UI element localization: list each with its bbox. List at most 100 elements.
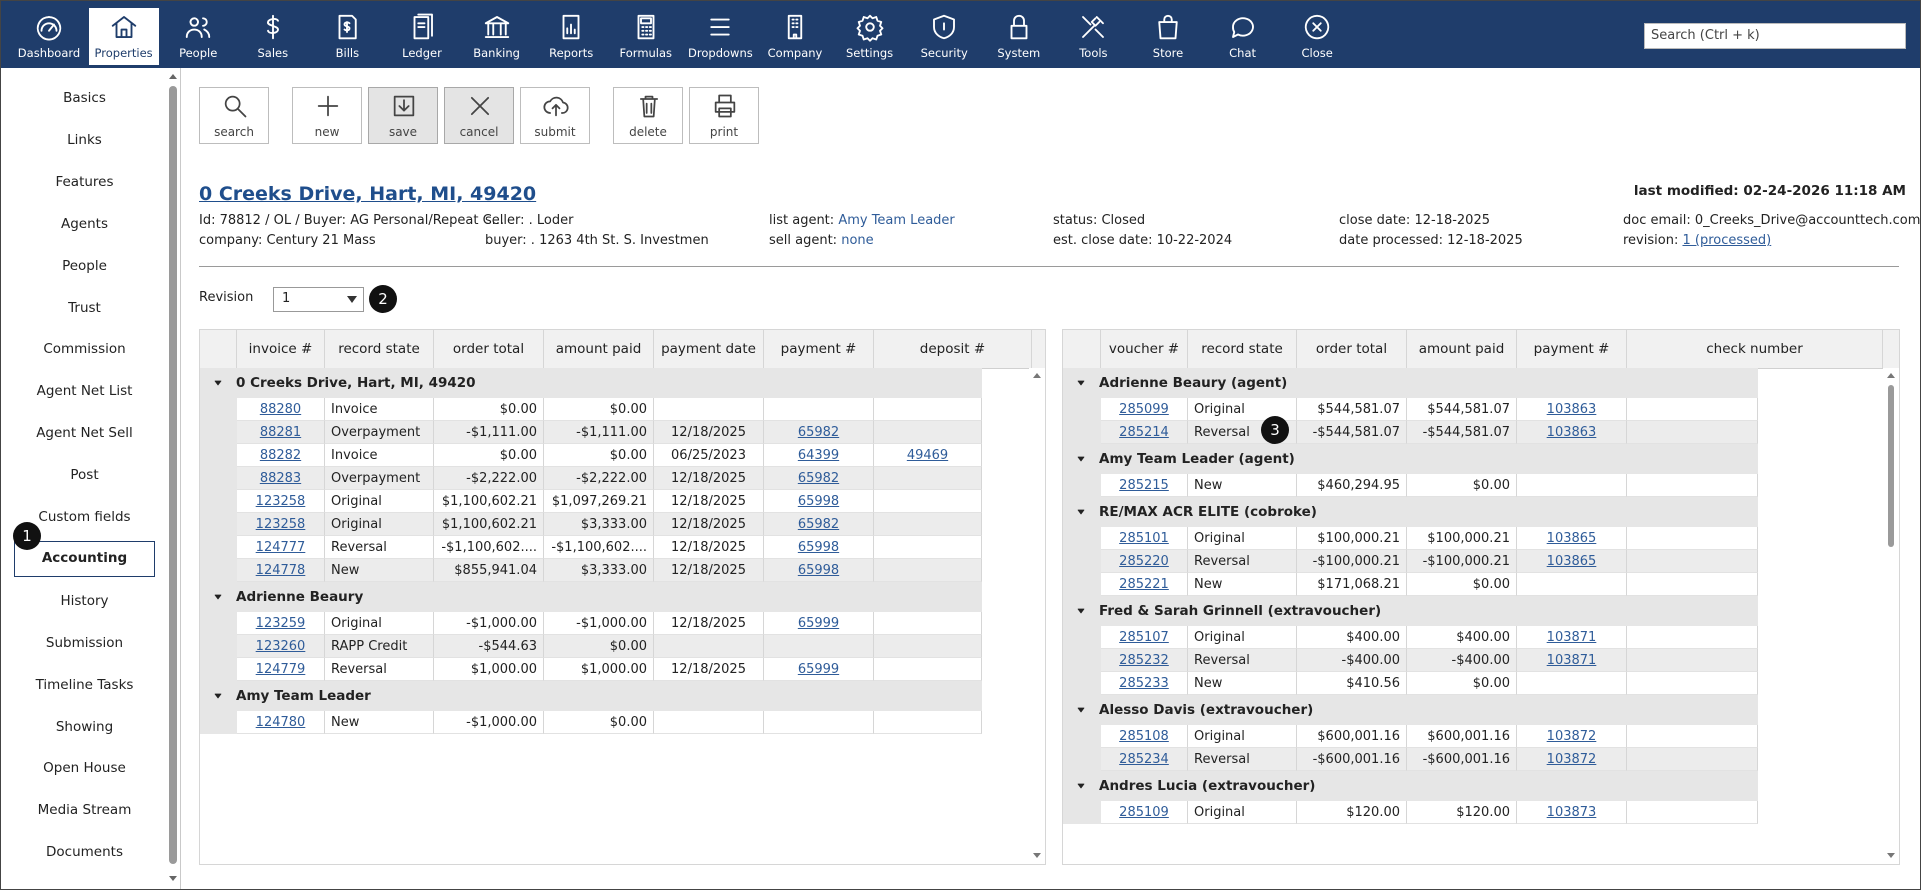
- sidebar-item[interactable]: Agents: [61, 215, 108, 232]
- nav-item[interactable]: Settings: [835, 8, 905, 65]
- cell-link[interactable]: 88282: [259, 448, 302, 463]
- cell-link[interactable]: 88280: [259, 402, 302, 417]
- nav-item[interactable]: Tools: [1058, 8, 1128, 65]
- nav-item[interactable]: Dashboard: [14, 8, 84, 65]
- property-title[interactable]: 0 Creeks Drive, Hart, MI, 49420: [199, 183, 537, 205]
- column-header[interactable]: order total: [434, 330, 544, 368]
- sidebar-scrollbar[interactable]: [166, 68, 180, 889]
- sidebar-item[interactable]: Timeline Tasks: [35, 676, 134, 693]
- search-box[interactable]: Search (Ctrl + k): [1644, 23, 1906, 49]
- column-header[interactable]: payment #: [1517, 330, 1627, 368]
- cell-link[interactable]: 124779: [255, 662, 306, 677]
- cell-link[interactable]: 65982: [797, 517, 840, 532]
- column-header[interactable]: record state: [325, 330, 434, 368]
- cell-link[interactable]: 124777: [255, 540, 306, 555]
- nav-item[interactable]: Reports: [536, 8, 606, 65]
- cell-link[interactable]: 285099: [1119, 402, 1169, 417]
- nav-item[interactable]: Sales: [238, 8, 308, 65]
- cell-link[interactable]: 65999: [797, 662, 840, 677]
- toolbar-button[interactable]: save: [368, 87, 438, 144]
- column-header[interactable]: invoice #: [237, 330, 325, 368]
- sidebar-item[interactable]: Submission: [45, 634, 124, 651]
- sidebar-item[interactable]: Trust: [68, 299, 101, 316]
- sidebar-item[interactable]: Features: [55, 173, 114, 190]
- nav-item[interactable]: People: [163, 8, 233, 65]
- sidebar-item[interactable]: Showing: [55, 718, 114, 735]
- cell-link[interactable]: 103865: [1546, 554, 1597, 569]
- cell-link[interactable]: 103871: [1546, 630, 1597, 645]
- group-row[interactable]: Alesso Davis (extravoucher): [1063, 695, 1758, 725]
- nav-item[interactable]: Banking: [462, 8, 532, 65]
- cell-link[interactable]: 65999: [797, 616, 840, 631]
- cell-link[interactable]: 64399: [797, 448, 840, 463]
- sidebar-item[interactable]: Commission: [43, 341, 126, 358]
- cell-link[interactable]: 124780: [255, 715, 306, 730]
- nav-item[interactable]: Company: [760, 8, 830, 65]
- nav-item[interactable]: Formulas: [611, 8, 681, 65]
- cell-link[interactable]: 103863: [1546, 402, 1597, 417]
- column-header[interactable]: payment date: [654, 330, 764, 368]
- cell-link[interactable]: 285214: [1119, 425, 1169, 440]
- cell-link[interactable]: 285109: [1119, 805, 1169, 820]
- cell-link[interactable]: 124778: [255, 563, 306, 578]
- group-row[interactable]: Amy Team Leader (agent): [1063, 444, 1758, 474]
- nav-item[interactable]: Properties: [88, 8, 159, 65]
- cell-link[interactable]: 285108: [1119, 729, 1169, 744]
- sidebar-item[interactable]: Agent Net Sell: [36, 425, 133, 442]
- nav-item[interactable]: Bills: [312, 8, 382, 65]
- grid-scrollbar[interactable]: [1883, 368, 1899, 864]
- nav-item[interactable]: Chat: [1208, 8, 1278, 65]
- cell-link[interactable]: 285107: [1119, 630, 1169, 645]
- cell-link[interactable]: 65982: [797, 471, 840, 486]
- group-row[interactable]: Andres Lucia (extravoucher): [1063, 771, 1758, 801]
- info-link[interactable]: none: [841, 233, 874, 248]
- cell-link[interactable]: 65998: [797, 494, 840, 509]
- toolbar-button[interactable]: cancel: [444, 87, 514, 144]
- sidebar-item[interactable]: History: [60, 592, 109, 609]
- cell-link[interactable]: 103871: [1546, 653, 1597, 668]
- cell-link[interactable]: 103863: [1546, 425, 1597, 440]
- cell-link[interactable]: 123259: [255, 616, 306, 631]
- cell-link[interactable]: 103872: [1546, 752, 1597, 767]
- cell-link[interactable]: 65998: [797, 563, 840, 578]
- nav-item[interactable]: Ledger: [387, 8, 457, 65]
- nav-item[interactable]: Dropdowns: [685, 8, 755, 65]
- toolbar-button[interactable]: submit: [520, 87, 590, 144]
- group-row[interactable]: Fred & Sarah Grinnell (extravoucher): [1063, 596, 1758, 626]
- nav-item[interactable]: System: [984, 8, 1054, 65]
- cell-link[interactable]: 123258: [255, 494, 306, 509]
- cell-link[interactable]: 123258: [255, 517, 306, 532]
- toolbar-button[interactable]: print: [689, 87, 759, 144]
- group-row[interactable]: 0 Creeks Drive, Hart, MI, 49420: [200, 368, 982, 398]
- cell-link[interactable]: 123260: [255, 639, 306, 654]
- cell-link[interactable]: 285215: [1119, 478, 1169, 493]
- sidebar-item[interactable]: People: [62, 257, 107, 274]
- cell-link[interactable]: 103873: [1546, 805, 1597, 820]
- cell-link[interactable]: 285220: [1119, 554, 1169, 569]
- column-header[interactable]: deposit #: [874, 330, 1032, 368]
- cell-link[interactable]: 103872: [1546, 729, 1597, 744]
- sidebar-item[interactable]: Documents: [46, 844, 123, 861]
- group-row[interactable]: Amy Team Leader: [200, 681, 982, 711]
- nav-item[interactable]: Security: [909, 8, 979, 65]
- column-header[interactable]: voucher #: [1101, 330, 1188, 368]
- column-header[interactable]: amount paid: [1407, 330, 1517, 368]
- sidebar-item[interactable]: Open House: [43, 760, 126, 777]
- sidebar-item[interactable]: Basics: [63, 90, 106, 106]
- info-link[interactable]: 1 (processed): [1682, 233, 1772, 248]
- cell-link[interactable]: 65998: [797, 540, 840, 555]
- nav-item[interactable]: Close: [1282, 8, 1352, 65]
- sidebar-item[interactable]: Media Stream: [37, 802, 132, 819]
- column-header[interactable]: check number: [1627, 330, 1883, 368]
- sidebar-item[interactable]: Agent Net List: [36, 383, 133, 400]
- toolbar-button[interactable]: new: [292, 87, 362, 144]
- nav-item[interactable]: Store: [1133, 8, 1203, 65]
- column-header[interactable]: record state: [1188, 330, 1297, 368]
- sidebar-item[interactable]: Post: [70, 467, 99, 484]
- column-header[interactable]: amount paid: [544, 330, 654, 368]
- group-row[interactable]: Adrienne Beaury: [200, 582, 982, 612]
- sidebar-item[interactable]: Accounting: [14, 540, 155, 577]
- toolbar-button[interactable]: search: [199, 87, 269, 144]
- cell-link[interactable]: 285221: [1119, 577, 1169, 592]
- cell-link[interactable]: 103865: [1546, 531, 1597, 546]
